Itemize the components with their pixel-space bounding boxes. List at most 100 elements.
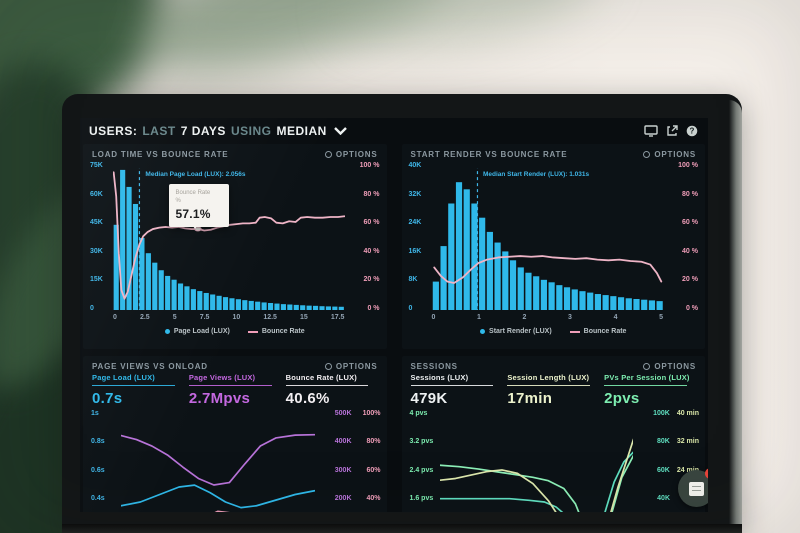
last-label: LAST: [142, 124, 176, 138]
page-views-line-chart-svg: [121, 412, 315, 512]
sessions-line-chart-svg: [440, 412, 634, 512]
laptop-hinge: [62, 524, 742, 533]
plant-leaf: [121, 0, 469, 99]
chat-launcher-button[interactable]: [678, 468, 708, 507]
axis-tick: 8K: [408, 276, 418, 284]
share-icon[interactable]: [666, 125, 678, 137]
axis-tick: 40 %: [682, 247, 698, 255]
load-time-histogram-svg: [113, 168, 345, 310]
x-axis: 0 2.5 5 7.5 10 12.5 15 17.5: [113, 314, 345, 321]
axis-tick: 60 %: [363, 219, 380, 227]
axis-tick: 17.5: [330, 314, 345, 321]
axis-tick: 0: [90, 304, 94, 312]
gear-icon: [643, 151, 651, 158]
axis-tick: 4: [613, 314, 618, 321]
axis-tick: 15K: [90, 276, 103, 284]
dashboard-screen: USERS: LAST 7 DAYS USING MEDIAN ?: [80, 118, 708, 512]
metric-session-length: Session Length (LUX) 17min: [507, 373, 591, 407]
panel-title: PAGE VIEWS VS ONLOAD: [92, 362, 208, 371]
median-annotation: Median Start Render (LUX): 1.031s: [482, 171, 590, 178]
tooltip-value: 57.1%: [175, 207, 211, 222]
options-button[interactable]: OPTIONS: [324, 362, 378, 371]
legend-swatch: [164, 329, 170, 334]
axis-tick: 3.2 pvs: [409, 438, 434, 446]
panel-title: SESSIONS: [410, 362, 458, 371]
axis-tick-pair: 200K 40%: [334, 494, 381, 502]
using-label: USING: [230, 124, 272, 138]
chat-icon: [689, 481, 704, 496]
axis-tick-pair: 100K 40 min: [653, 410, 699, 417]
plant-leaf: [335, 0, 605, 57]
panel-load-time: LOAD TIME VS BOUNCE RATE OPTIONS 75K 60K 4…: [83, 144, 387, 349]
options-button[interactable]: OPTIONS: [324, 150, 378, 159]
axis-tick: 80 %: [682, 190, 698, 198]
axis-tick: 100 %: [678, 162, 698, 169]
legend-item: Bounce Rate: [247, 328, 305, 335]
axis-tick: 40K: [408, 162, 422, 169]
axis-tick: 20 %: [682, 276, 698, 284]
panel-sessions: SESSIONS OPTIONS Sessions (LUX) 479K Ses…: [401, 356, 705, 512]
axis-tick: 1s: [91, 410, 99, 417]
axis-tick: 15: [299, 314, 308, 321]
display-icon[interactable]: [644, 125, 658, 137]
panel-title: LOAD TIME VS BOUNCE RATE: [92, 150, 229, 159]
start-render-histogram-svg: [432, 168, 664, 310]
axis-tick: 0: [408, 304, 413, 312]
laptop-edge-highlight: [729, 100, 742, 533]
chart-legend: Start Render (LUX) Bounce Rate: [402, 328, 706, 335]
laptop: USERS: LAST 7 DAYS USING MEDIAN ?: [62, 94, 742, 533]
tooltip-label: Bounce Rate: [175, 190, 211, 196]
y-axis-right: 500K 100% 400K 80% 300K 60% 200K 40%: [330, 410, 381, 502]
metric-sessions: Sessions (LUX) 479K: [410, 373, 508, 407]
axis-tick-pair: 40K: [657, 494, 670, 502]
panel-start-render: START RENDER VS BOUNCE RATE OPTIONS 40K 3…: [401, 144, 706, 349]
axis-tick: 10: [232, 314, 241, 321]
metrics-row: Sessions (LUX) 479K Session Length (LUX)…: [410, 373, 702, 407]
legend-item: Start Render (LUX): [480, 328, 552, 335]
gear-icon: [643, 363, 651, 370]
axis-tick: 0: [431, 314, 436, 321]
metric-bounce-rate: Bounce Rate (LUX) 40.6%: [285, 373, 383, 407]
axis-tick-pair: 80K 32 min: [656, 438, 699, 446]
gear-icon: [324, 363, 332, 370]
axis-tick: 0.4s: [91, 494, 105, 502]
axis-tick: 4 pvs: [409, 410, 428, 417]
options-button[interactable]: OPTIONS: [643, 150, 696, 159]
options-button[interactable]: OPTIONS: [643, 362, 696, 371]
legend-swatch: [480, 329, 486, 334]
y-axis-left: 75K 60K 45K 30K 15K 0: [90, 162, 112, 312]
y-axis-left: 1s 0.8s 0.6s 0.4s: [91, 410, 119, 502]
axis-tick: 30K: [90, 247, 103, 255]
x-axis: 0 1 2 3 4 5: [432, 314, 664, 321]
chart-legend: Page Load (LUX) Bounce Rate: [83, 328, 387, 335]
metric-page-views: Page Views (LUX) 2.7Mpvs: [188, 373, 286, 407]
axis-tick: 16K: [408, 247, 422, 255]
tooltip-unit: %: [175, 198, 181, 205]
axis-tick: 2.5: [139, 314, 150, 321]
gear-icon: [324, 151, 332, 158]
axis-tick: 2: [522, 314, 527, 321]
axis-tick: 0 %: [685, 304, 698, 312]
axis-tick-pair: 500K 100%: [334, 410, 381, 417]
metrics-row: Page Load (LUX) 0.7s Page Views (LUX) 2.…: [92, 373, 383, 407]
axis-tick: 5: [659, 314, 663, 321]
legend-swatch: [569, 330, 580, 333]
axis-tick-pair: 300K 60%: [334, 466, 381, 474]
y-axis-right: 100 % 80 % 60 % 40 % 20 % 0 %: [346, 162, 380, 312]
legend-swatch: [247, 330, 258, 333]
axis-tick: 80 %: [363, 190, 380, 198]
axis-tick-pair: 400K 80%: [334, 438, 381, 446]
bounce-rate-tooltip: Bounce Rate % 57.1%: [168, 184, 229, 230]
axis-tick: 60K: [90, 190, 103, 198]
users-range-dropdown[interactable]: USERS: LAST 7 DAYS USING MEDIAN: [89, 124, 347, 138]
start-render-histogram: [432, 168, 664, 310]
sessions-line-chart: [440, 412, 634, 512]
load-time-histogram: [113, 168, 345, 310]
axis-tick: 24K: [408, 219, 422, 227]
y-axis-left: 4 pvs 3.2 pvs 2.4 pvs 1.6 pvs: [410, 410, 438, 502]
legend-item: Bounce Rate: [569, 328, 626, 335]
help-icon[interactable]: ?: [686, 125, 698, 137]
dashboard-header: USERS: LAST 7 DAYS USING MEDIAN ?: [80, 118, 708, 142]
panel-grid: LOAD TIME VS BOUNCE RATE OPTIONS 75K 60K 4…: [83, 144, 705, 512]
